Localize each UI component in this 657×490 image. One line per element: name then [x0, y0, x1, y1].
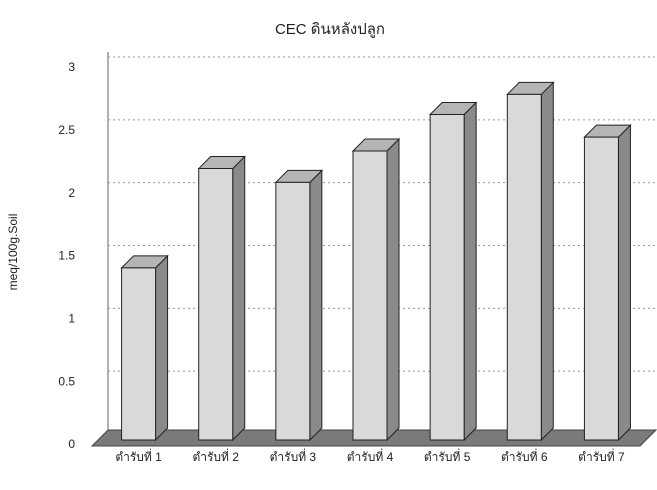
bar-face	[463, 101, 477, 442]
bar-face	[275, 181, 311, 441]
bar-face	[232, 155, 246, 442]
y-tick-label: 0	[68, 437, 75, 451]
chart-title: CEC ดินหลังปลูก	[275, 21, 385, 38]
x-tick-label: ตำรับที่ 2	[192, 448, 239, 464]
bar-face	[540, 81, 554, 442]
x-tick-label: ตำรับที่ 7	[578, 448, 625, 464]
bar-face	[386, 137, 400, 442]
bar-face	[617, 123, 631, 442]
bar-face	[583, 136, 619, 441]
y-tick-label: 1	[68, 312, 75, 326]
y-tick-label: 2	[68, 186, 75, 200]
bar-face	[429, 114, 465, 441]
bar-face	[309, 169, 323, 442]
y-axis-label: meq/100g.Soil	[6, 214, 20, 291]
y-tick-label: 2.5	[58, 123, 75, 137]
bar-face	[155, 254, 169, 442]
bar	[506, 81, 555, 442]
x-tick-label: ตำรับที่ 1	[115, 448, 162, 464]
y-tick-label: 1.5	[58, 249, 75, 263]
bar	[583, 123, 632, 442]
bar-face	[506, 93, 542, 441]
bar	[351, 137, 401, 442]
bar-face	[352, 150, 388, 441]
x-tick-label: ตำรับที่ 4	[347, 448, 394, 464]
bar	[274, 169, 324, 442]
y-tick-label: 0.5	[58, 374, 75, 388]
x-tick-label: ตำรับที่ 3	[270, 448, 317, 464]
x-tick-label: ตำรับที่ 5	[424, 448, 471, 464]
bar	[197, 155, 246, 442]
bar-face	[121, 267, 157, 441]
x-tick-label: ตำรับที่ 6	[501, 448, 548, 464]
bar	[428, 101, 478, 442]
bar	[120, 254, 169, 442]
y-tick-label: 3	[68, 60, 75, 74]
bar-face	[198, 168, 234, 441]
